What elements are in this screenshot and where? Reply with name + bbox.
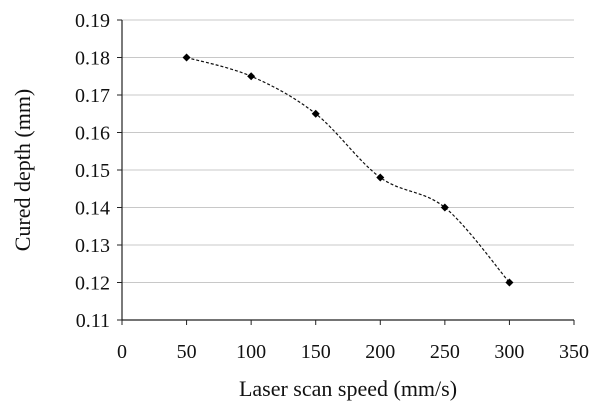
y-tick-label: 0.15 [75, 160, 110, 182]
x-tick-labels: 0 50 100 150 200 250 300 350 [117, 341, 589, 363]
y-tick-label: 0.16 [75, 123, 110, 145]
y-tick-label: 0.11 [76, 310, 110, 332]
x-axis-label: Laser scan speed (mm/s) [239, 376, 457, 401]
gridlines [122, 19, 574, 321]
y-tick-label: 0.18 [75, 48, 110, 70]
x-tick-label: 150 [301, 341, 331, 363]
series-markers [182, 53, 514, 287]
axes [117, 19, 575, 325]
y-tick-label: 0.14 [75, 198, 110, 220]
y-tick-label: 0.19 [75, 10, 110, 32]
x-tick-label: 300 [494, 341, 524, 363]
data-point [505, 278, 514, 287]
x-tick-label: 200 [365, 341, 395, 363]
x-tick-label: 350 [559, 341, 589, 363]
data-point [440, 203, 449, 212]
x-tick-label: 0 [117, 341, 127, 363]
y-tick-label: 0.12 [75, 273, 110, 295]
y-axis-label: Cured depth (mm) [10, 89, 35, 252]
y-tick-label: 0.13 [75, 235, 110, 257]
x-tick-label: 50 [177, 341, 197, 363]
y-tick-labels: 0.11 0.12 0.13 0.14 0.15 0.16 0.17 0.18 0.19 [75, 10, 110, 332]
data-point [182, 53, 191, 62]
data-point [376, 173, 385, 182]
data-point [247, 72, 256, 81]
x-tick-label: 250 [430, 341, 460, 363]
x-tick-label: 100 [236, 341, 266, 363]
y-tick-label: 0.17 [75, 85, 110, 107]
series-line [186, 56, 510, 283]
data-point [311, 109, 320, 118]
